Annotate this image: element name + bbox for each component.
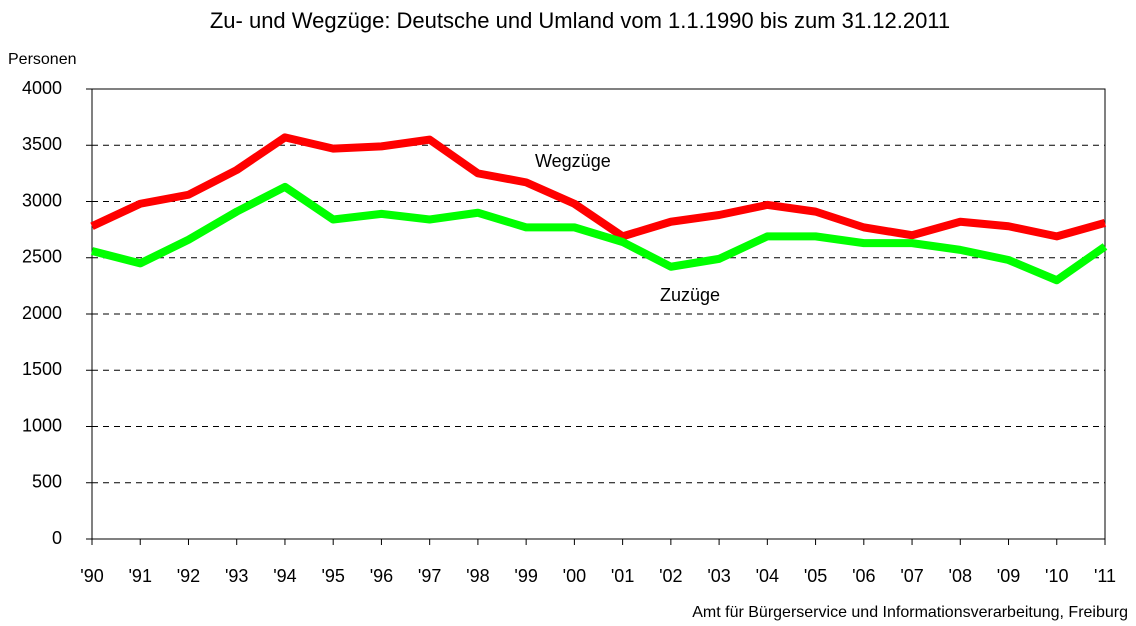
x-tick-label: '01 [611,566,634,586]
y-tick-label: 1000 [22,415,62,435]
x-tick-label: '03 [707,566,730,586]
data-line [91,182,1108,285]
x-tick-label: '92 [177,566,200,586]
y-tick-label: 500 [32,472,62,492]
y-tick-label: 2000 [22,303,62,323]
x-tick-label: '94 [273,566,296,586]
x-tick-label: '10 [1045,566,1068,586]
y-axis-label: Personen [8,51,77,68]
x-tick-label: '06 [852,566,875,586]
x-tick-label: '90 [80,566,103,586]
x-tick-label: '08 [949,566,972,586]
y-tick-label: 0 [52,528,62,548]
x-tick-label: '97 [418,566,441,586]
chart-title: Zu- und Wegzüge: Deutsche und Umland vom… [210,8,950,33]
x-tick-label: '09 [997,566,1020,586]
source: Amt für Bürgerservice und Informationsve… [692,604,1128,621]
y-tick-label: 1500 [22,359,62,379]
series-label: Wegzüge [535,151,611,171]
x-tick-label: '02 [659,566,682,586]
x-tick-label: '99 [514,566,537,586]
y-tick-label: 4000 [22,78,62,98]
x-tick-label: '96 [370,566,393,586]
x-tick-label: '05 [804,566,827,586]
x-tick-label: '91 [129,566,152,586]
x-tick-label: '04 [756,566,779,586]
x-tick-label: '93 [225,566,248,586]
y-tick-label: 3000 [22,190,62,210]
x-tick-label: '95 [321,566,344,586]
x-tick-label: '11 [1094,566,1116,586]
x-tick-label: '98 [466,566,489,586]
x-tick-label: '07 [900,566,923,586]
y-tick-label: 3500 [22,134,62,154]
data-line [90,133,1107,241]
series-label: Zuzüge [660,285,720,305]
plot-frame [91,88,1106,540]
y-tick-label: 2500 [22,247,62,267]
x-tick-label: '00 [563,566,586,586]
